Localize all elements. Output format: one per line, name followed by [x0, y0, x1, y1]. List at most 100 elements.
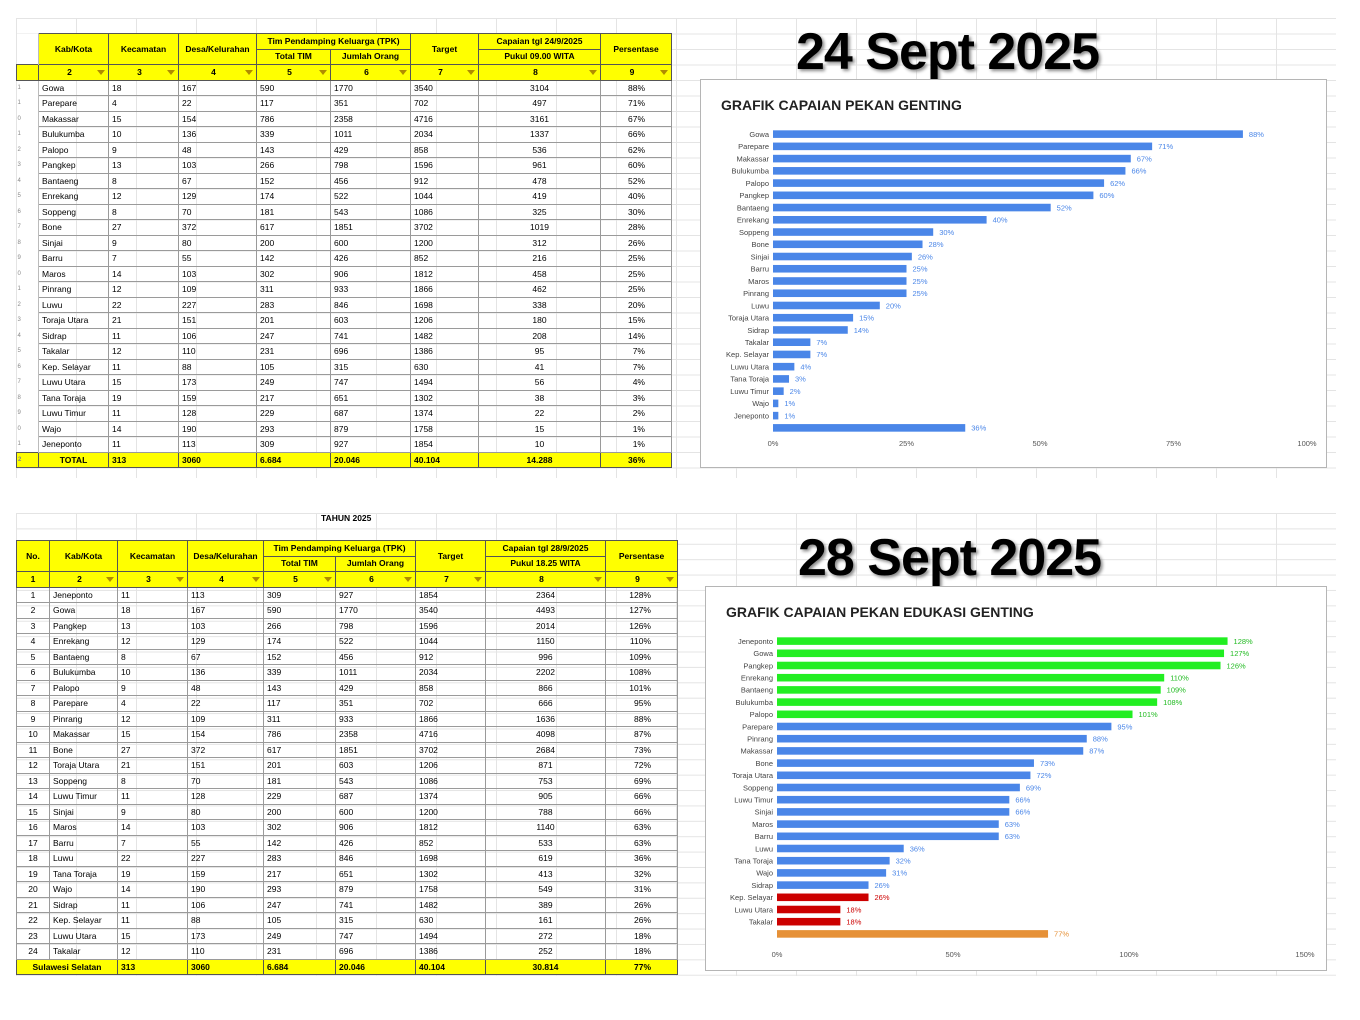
table-cell[interactable]: 11: [108, 327, 179, 344]
table-cell[interactable]: Bulukumba: [38, 126, 109, 143]
total-cell[interactable]: Sulawesi Selatan: [16, 958, 118, 975]
table-cell[interactable]: 20: [16, 881, 50, 898]
table-cell[interactable]: 12: [108, 343, 179, 360]
table-cell[interactable]: 3: [16, 617, 50, 634]
header-total-tim[interactable]: Total TIM: [263, 555, 336, 572]
table-cell[interactable]: 1302: [410, 389, 479, 406]
table-cell[interactable]: 167: [187, 602, 264, 619]
table-cell[interactable]: 4: [16, 633, 50, 650]
bar[interactable]: [773, 399, 779, 408]
bar[interactable]: [777, 661, 1221, 670]
table-cell[interactable]: 5: [16, 648, 50, 665]
table-cell[interactable]: 11: [117, 788, 188, 805]
table-cell[interactable]: Parepare: [38, 95, 109, 112]
table-cell[interactable]: 154: [178, 110, 257, 127]
table-cell[interactable]: 788: [485, 803, 606, 820]
table-cell[interactable]: 8: [117, 648, 188, 665]
table-cell[interactable]: 351: [330, 95, 411, 112]
header-kab[interactable]: Kab/Kota: [49, 540, 118, 572]
bar[interactable]: [777, 722, 1112, 731]
header-capaian-date[interactable]: Capaian tgl 24/9/2025: [478, 33, 601, 50]
table-cell[interactable]: 351: [335, 695, 416, 712]
bar[interactable]: [773, 228, 934, 236]
table-cell[interactable]: 231: [256, 343, 331, 360]
total-cell[interactable]: 313: [117, 958, 188, 975]
table-cell[interactable]: 272: [485, 927, 606, 944]
bar[interactable]: [773, 154, 1131, 163]
total-cell[interactable]: 36%: [600, 451, 672, 468]
table-cell[interactable]: 786: [256, 110, 331, 127]
table-cell[interactable]: 87%: [605, 726, 678, 743]
table-cell[interactable]: 283: [263, 850, 336, 867]
table-cell[interactable]: Luwu Utara: [49, 927, 118, 944]
table-cell[interactable]: 48: [187, 679, 264, 696]
header-capaian-date[interactable]: Capaian tgl 28/9/2025: [485, 540, 606, 557]
table-cell[interactable]: Barru: [49, 834, 118, 851]
column-index-cell[interactable]: 7: [415, 571, 486, 588]
table-cell[interactable]: 151: [187, 757, 264, 774]
header-tpk[interactable]: Tim Pendamping Keluarga (TPK): [256, 33, 411, 50]
filter-dropdown-icon[interactable]: [324, 577, 332, 582]
table-cell[interactable]: 11: [108, 436, 179, 453]
table-cell[interactable]: 8: [108, 172, 179, 189]
table-cell[interactable]: Jeneponto: [38, 436, 109, 453]
table-cell[interactable]: 18: [117, 602, 188, 619]
total-cell[interactable]: 20.046: [335, 958, 416, 975]
table-cell[interactable]: 1302: [415, 865, 486, 882]
table-cell[interactable]: 22: [16, 912, 50, 929]
column-index-cell[interactable]: 9: [605, 571, 678, 588]
column-index-cell[interactable]: 1: [16, 571, 50, 588]
table-cell[interactable]: 142: [256, 250, 331, 267]
bar[interactable]: [777, 795, 1010, 804]
table-cell[interactable]: 429: [335, 679, 416, 696]
bar[interactable]: [773, 289, 907, 298]
table-cell[interactable]: 753: [485, 772, 606, 789]
table-cell[interactable]: 143: [256, 141, 331, 158]
table-cell[interactable]: Bantaeng: [49, 648, 118, 665]
table-cell[interactable]: 1851: [335, 741, 416, 758]
table-cell[interactable]: 747: [330, 374, 411, 391]
bar[interactable]: [777, 686, 1161, 694]
table-cell[interactable]: 105: [263, 912, 336, 929]
table-cell[interactable]: 152: [256, 172, 331, 189]
table-cell[interactable]: 14: [108, 265, 179, 282]
table-cell[interactable]: 1698: [410, 296, 479, 313]
table-cell[interactable]: 14: [16, 788, 50, 805]
table-cell[interactable]: 687: [335, 788, 416, 805]
table-cell[interactable]: 127%: [605, 602, 678, 619]
table-cell[interactable]: 1: [16, 586, 50, 603]
table-cell[interactable]: 109: [178, 281, 257, 298]
table-cell[interactable]: 4098: [485, 726, 606, 743]
table-cell[interactable]: Pinrang: [38, 281, 109, 298]
table-cell[interactable]: 227: [178, 296, 257, 313]
table-cell[interactable]: 1206: [415, 757, 486, 774]
table-cell[interactable]: 1636: [485, 710, 606, 727]
table-cell[interactable]: 30%: [600, 203, 672, 220]
column-index-cell[interactable]: 5: [256, 64, 331, 81]
table-cell[interactable]: 906: [330, 265, 411, 282]
table-cell[interactable]: 1044: [410, 188, 479, 205]
table-cell[interactable]: 22: [108, 296, 179, 313]
table-cell[interactable]: 23: [16, 927, 50, 944]
table-cell[interactable]: 73%: [605, 741, 678, 758]
total-cell[interactable]: 313: [108, 451, 179, 468]
table-cell[interactable]: 1698: [415, 850, 486, 867]
table-cell[interactable]: 1812: [415, 819, 486, 836]
table-cell[interactable]: 798: [330, 157, 411, 174]
table-cell[interactable]: 28%: [600, 219, 672, 236]
table-cell[interactable]: 88%: [600, 79, 672, 96]
table-cell[interactable]: 3540: [410, 79, 479, 96]
header-no[interactable]: No.: [16, 540, 50, 572]
table-cell[interactable]: 113: [187, 586, 264, 603]
table-cell[interactable]: 543: [330, 203, 411, 220]
bar[interactable]: [773, 424, 966, 432]
table-cell[interactable]: Parepare: [49, 695, 118, 712]
column-index-cell[interactable]: 3: [117, 571, 188, 588]
bar[interactable]: [777, 893, 869, 902]
table-cell[interactable]: 312: [478, 234, 601, 251]
table-cell[interactable]: 12: [117, 710, 188, 727]
table-cell[interactable]: 2684: [485, 741, 606, 758]
table-cell[interactable]: 62%: [600, 141, 672, 158]
table-cell[interactable]: 95: [478, 343, 601, 360]
table-cell[interactable]: 136: [178, 126, 257, 143]
